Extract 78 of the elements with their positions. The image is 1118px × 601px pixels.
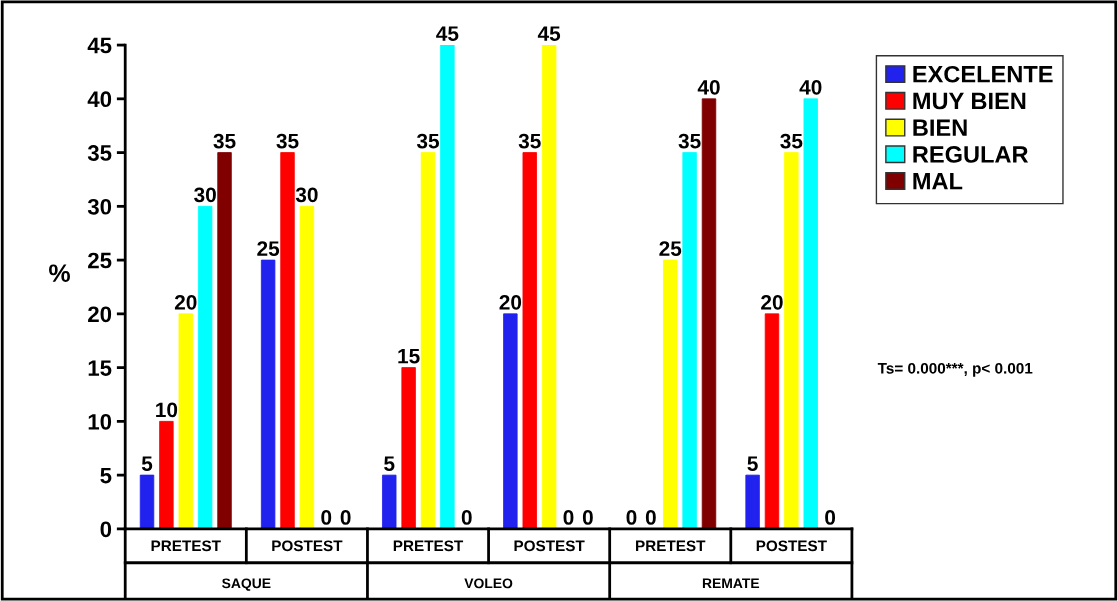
x-tick-label: PRETEST — [636, 540, 706, 552]
data-label: 15 — [398, 348, 420, 364]
x-tick-label: POSTEST — [514, 540, 585, 552]
data-label: 35 — [780, 133, 803, 149]
bar — [299, 205, 315, 529]
data-label: 0 — [461, 510, 472, 525]
bar — [260, 259, 276, 529]
bar — [663, 259, 678, 529]
bar — [784, 152, 799, 529]
legend-label: EXCELENTE — [913, 65, 1053, 83]
y-tick-label: 45 — [87, 37, 112, 54]
bar — [803, 98, 818, 529]
y-tick-label: 5 — [100, 467, 112, 484]
data-label: 40 — [799, 79, 822, 95]
bar — [217, 152, 232, 529]
x-tick-label: POSTEST — [272, 540, 343, 552]
x-tick-label: PRETEST — [151, 540, 221, 552]
legend-label: MAL — [913, 173, 963, 190]
data-label: 0 — [340, 510, 351, 525]
bar — [420, 152, 436, 529]
bar — [178, 313, 193, 529]
bar — [682, 152, 697, 529]
x-tick-label: PRETEST — [393, 540, 464, 552]
text: REMATE — [702, 578, 760, 589]
data-label: 5 — [747, 456, 758, 472]
data-label: 35 — [678, 133, 701, 149]
data-label: 0 — [563, 510, 574, 525]
text: SAQUE — [222, 578, 271, 591]
data-label: 0 — [321, 510, 332, 525]
data-label: 5 — [384, 456, 395, 472]
y-tick-label: 25 — [88, 252, 112, 269]
data-label: 0 — [626, 510, 637, 525]
x-tick-label: POSTEST — [756, 540, 827, 552]
bar — [701, 98, 717, 529]
y-tick-label: 20 — [88, 306, 112, 323]
y-tick-label: 30 — [87, 198, 112, 215]
data-label: 35 — [416, 133, 440, 149]
y-axis-title: % — [49, 264, 70, 282]
y-tick-label: 10 — [88, 413, 112, 430]
data-label: 40 — [697, 79, 720, 95]
data-label: 45 — [436, 26, 459, 41]
data-label: 30 — [295, 187, 318, 203]
data-label: 30 — [194, 187, 216, 203]
data-label: 35 — [276, 133, 299, 149]
legend-label: BIEN — [913, 119, 967, 136]
data-label: 20 — [761, 294, 783, 310]
bar — [440, 45, 455, 529]
text: Ts= 0.000***, p< 0.001 — [877, 362, 1033, 377]
y-tick-label: 40 — [87, 91, 112, 108]
data-label: 0 — [825, 510, 836, 525]
legend-label: MUY BIEN — [913, 92, 1026, 110]
text: VOLEO — [464, 578, 513, 589]
bar — [197, 205, 213, 529]
data-label: 25 — [257, 241, 280, 256]
bar — [745, 474, 760, 529]
bar — [764, 313, 780, 529]
data-label: 0 — [645, 510, 656, 525]
data-label: 45 — [537, 26, 561, 41]
data-label: 20 — [499, 294, 522, 310]
bar — [159, 420, 174, 529]
data-label: 10 — [156, 402, 178, 418]
bar — [139, 474, 155, 529]
bar — [280, 152, 295, 529]
bar — [503, 313, 518, 529]
bar — [401, 367, 416, 529]
bar — [522, 152, 537, 529]
data-label: 20 — [174, 294, 197, 310]
y-tick-label: 35 — [87, 145, 112, 161]
legend-label: REGULAR — [913, 146, 1029, 163]
data-label: 0 — [582, 510, 593, 525]
y-tick-label: 0 — [100, 521, 112, 538]
data-label: 25 — [659, 241, 682, 256]
bar — [382, 474, 397, 529]
data-label: 5 — [141, 456, 153, 472]
bar — [541, 45, 557, 529]
data-label: 35 — [518, 133, 541, 149]
data-label: 35 — [213, 133, 236, 149]
y-tick-label: 15 — [88, 360, 112, 376]
